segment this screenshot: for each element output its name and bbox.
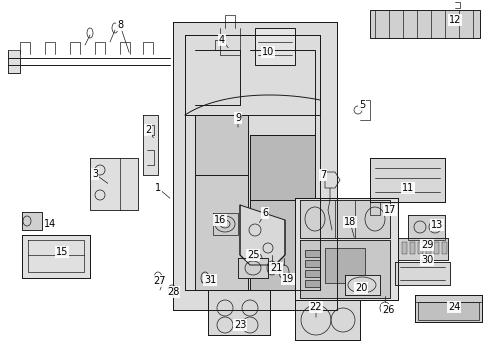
Text: 18: 18	[343, 217, 355, 227]
Text: 6: 6	[262, 208, 267, 218]
Polygon shape	[394, 262, 449, 285]
Text: 24: 24	[447, 302, 459, 312]
Polygon shape	[254, 28, 294, 65]
Polygon shape	[369, 10, 479, 38]
Text: 29: 29	[420, 240, 432, 250]
Text: 14: 14	[44, 219, 56, 229]
Polygon shape	[414, 295, 481, 322]
Polygon shape	[345, 275, 379, 295]
Text: 27: 27	[153, 276, 166, 286]
Polygon shape	[249, 135, 314, 200]
Polygon shape	[294, 300, 359, 340]
Text: 8: 8	[117, 20, 123, 30]
Text: 31: 31	[203, 275, 216, 285]
Text: 10: 10	[262, 47, 274, 57]
Text: 12: 12	[448, 15, 460, 25]
Text: 4: 4	[219, 35, 224, 45]
Text: 7: 7	[319, 170, 325, 180]
Text: 13: 13	[430, 220, 442, 230]
Text: 3: 3	[92, 169, 98, 179]
Text: 5: 5	[358, 100, 365, 110]
Text: 16: 16	[213, 215, 225, 225]
Polygon shape	[142, 115, 158, 175]
Polygon shape	[369, 202, 379, 215]
Text: 26: 26	[381, 305, 393, 315]
Bar	[325, 248, 364, 283]
Text: 15: 15	[56, 247, 68, 257]
Polygon shape	[397, 238, 447, 260]
Text: 28: 28	[166, 287, 179, 297]
Bar	[433, 242, 438, 254]
Polygon shape	[299, 240, 389, 298]
Polygon shape	[240, 205, 285, 265]
Polygon shape	[8, 50, 20, 73]
Polygon shape	[299, 200, 389, 238]
Polygon shape	[369, 158, 444, 202]
Text: 20: 20	[354, 283, 366, 293]
Bar	[417, 242, 422, 254]
Bar	[305, 280, 319, 287]
Bar	[305, 270, 319, 277]
Polygon shape	[207, 290, 269, 335]
Polygon shape	[195, 175, 247, 290]
Text: 17: 17	[383, 205, 395, 215]
Text: 1: 1	[155, 183, 161, 193]
Polygon shape	[22, 212, 42, 230]
Polygon shape	[249, 200, 314, 290]
Polygon shape	[22, 235, 90, 278]
Text: 2: 2	[144, 125, 151, 135]
Polygon shape	[173, 22, 336, 310]
Text: 19: 19	[281, 274, 293, 284]
Text: 25: 25	[246, 250, 259, 260]
Bar	[305, 250, 319, 257]
Text: 21: 21	[269, 263, 282, 273]
Text: 23: 23	[233, 320, 245, 330]
Polygon shape	[294, 198, 397, 300]
Bar	[409, 242, 414, 254]
Polygon shape	[407, 215, 444, 240]
Text: 9: 9	[234, 113, 241, 123]
Bar	[305, 260, 319, 267]
Bar	[425, 242, 430, 254]
Polygon shape	[90, 158, 138, 210]
Bar	[441, 242, 446, 254]
Bar	[401, 242, 406, 254]
Polygon shape	[417, 302, 478, 320]
Polygon shape	[238, 258, 267, 278]
Polygon shape	[195, 115, 247, 175]
Text: 11: 11	[401, 183, 413, 193]
Text: 22: 22	[309, 302, 322, 312]
Text: 30: 30	[420, 255, 432, 265]
